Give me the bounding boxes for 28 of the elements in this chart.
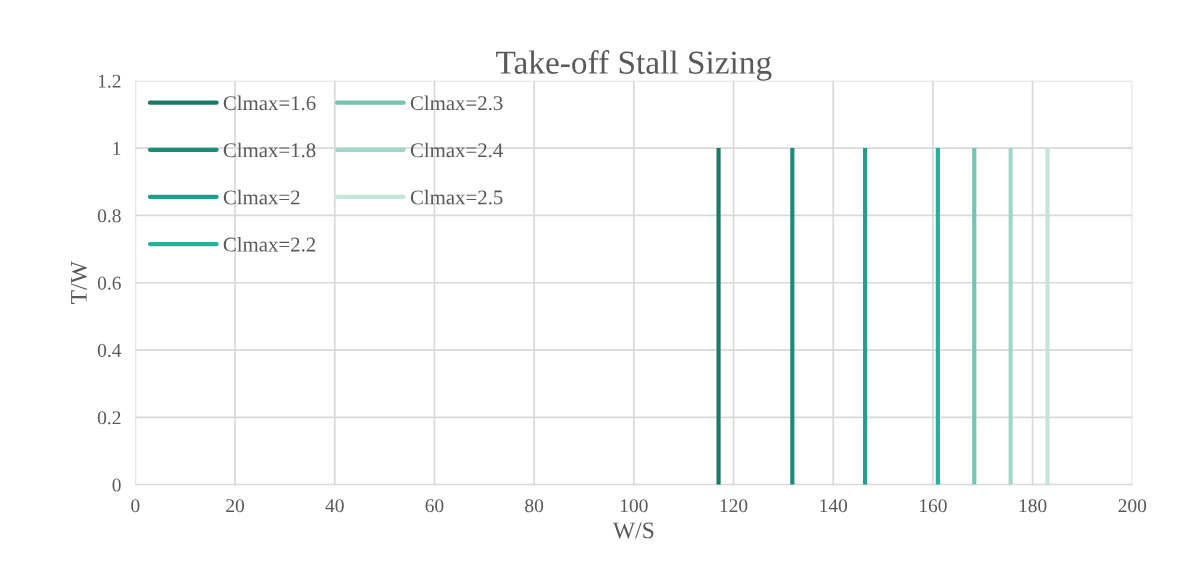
y-tick-label: 1 <box>113 142 121 155</box>
y-tick-label: 0.2 <box>97 411 121 425</box>
y-tick-label: 0.8 <box>97 209 121 223</box>
y-tick-label: 0.6 <box>97 276 121 290</box>
y-axis-title: T/W <box>71 261 87 304</box>
x-tick-label: 40 <box>325 499 344 513</box>
x-tick-label: 200 <box>1118 499 1147 513</box>
y-tick-label: 0 <box>112 478 121 492</box>
x-tick-label: 180 <box>1019 499 1047 513</box>
legend-label: Clmax=2.2 <box>223 236 316 252</box>
legend-label: Clmax=2.5 <box>410 189 503 205</box>
x-tick-label: 80 <box>525 499 544 513</box>
legend-label: Clmax=1.6 <box>223 95 316 111</box>
legend-label: Clmax=2.3 <box>410 95 503 111</box>
chart-title: Take-off Stall Sizing <box>496 50 772 81</box>
x-tick-label: 60 <box>425 499 444 513</box>
legend-label: Clmax=2 <box>223 189 300 205</box>
legend-label: Clmax=1.8 <box>223 142 316 158</box>
y-tick-label: 1.2 <box>98 74 121 88</box>
x-tick-label: 20 <box>226 499 245 513</box>
x-tick-label: 0 <box>131 499 140 513</box>
legend-label: Clmax=2.4 <box>410 142 503 158</box>
x-tick-label: 100 <box>620 499 648 513</box>
x-tick-label: 160 <box>920 499 947 513</box>
x-tick-label: 140 <box>820 499 848 513</box>
y-tick-label: 0.4 <box>97 343 122 358</box>
x-tick-label: 120 <box>720 499 748 513</box>
x-axis-title: W/S <box>612 522 654 539</box>
